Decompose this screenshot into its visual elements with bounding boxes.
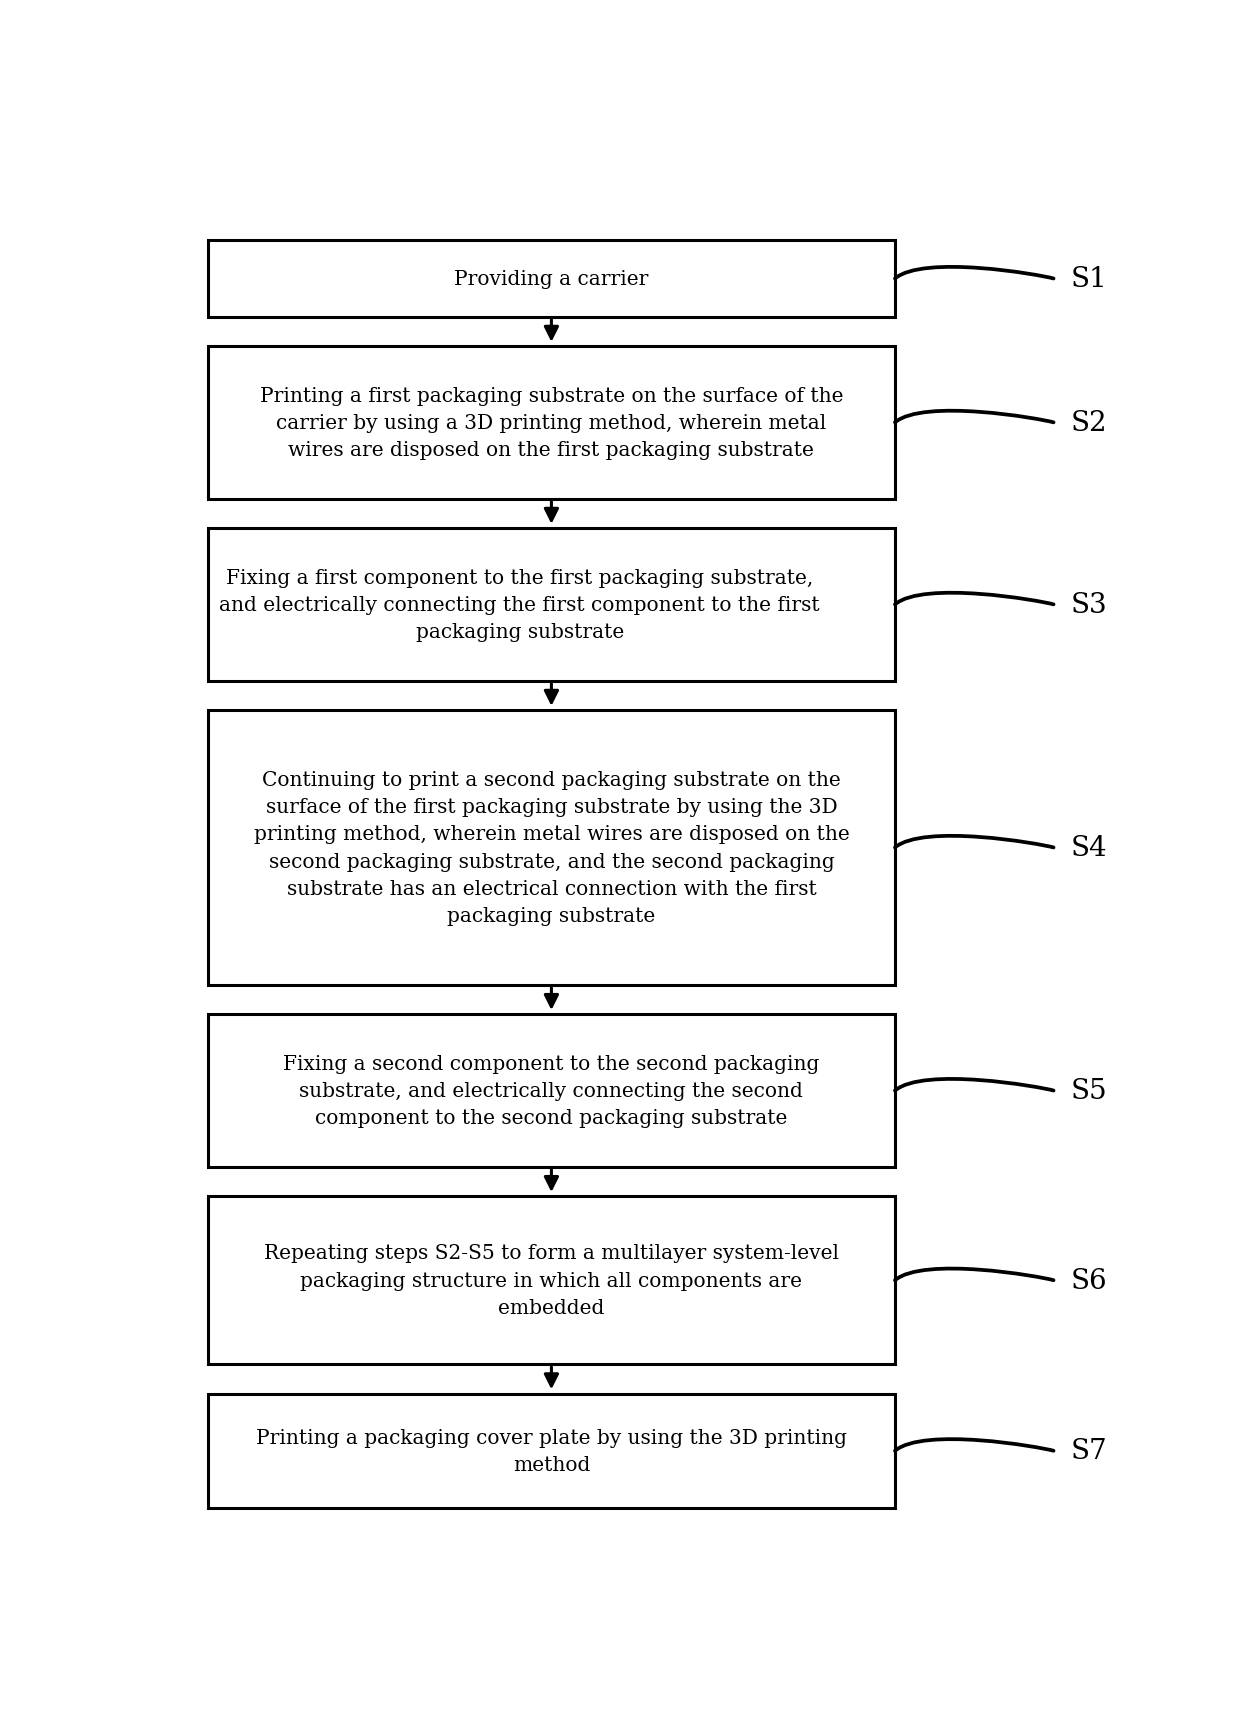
Text: Fixing a second component to the second packaging
substrate, and electrically co: Fixing a second component to the second … <box>283 1055 820 1128</box>
Text: S1: S1 <box>1070 265 1107 293</box>
Bar <box>208 710 895 986</box>
Text: S3: S3 <box>1071 592 1107 618</box>
Bar <box>208 241 895 317</box>
Text: S4: S4 <box>1071 835 1107 861</box>
Bar <box>208 1197 895 1365</box>
Text: Repeating steps S2-S5 to form a multilayer system-level
packaging structure in w: Repeating steps S2-S5 to form a multilay… <box>264 1244 839 1316</box>
Bar <box>208 528 895 681</box>
Text: S2: S2 <box>1071 409 1107 436</box>
Bar <box>208 1015 895 1167</box>
Text: Printing a first packaging substrate on the surface of the
carrier by using a 3D: Printing a first packaging substrate on … <box>259 386 843 459</box>
Bar <box>208 1394 895 1509</box>
Text: Continuing to print a second packaging substrate on the
surface of the first pac: Continuing to print a second packaging s… <box>253 771 849 925</box>
Text: S6: S6 <box>1071 1268 1107 1294</box>
Text: S7: S7 <box>1070 1438 1107 1465</box>
Text: S5: S5 <box>1071 1077 1107 1105</box>
Text: Printing a packaging cover plate by using the 3D printing
method: Printing a packaging cover plate by usin… <box>255 1427 847 1474</box>
Text: Providing a carrier: Providing a carrier <box>454 270 649 289</box>
Bar <box>208 346 895 499</box>
Text: Fixing a first component to the first packaging substrate,
and electrically conn: Fixing a first component to the first pa… <box>219 568 820 643</box>
